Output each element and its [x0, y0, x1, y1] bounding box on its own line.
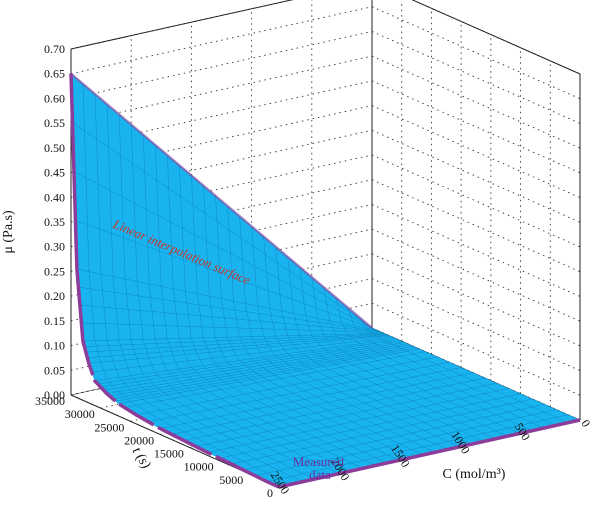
- surface-mesh-line: [243, 404, 545, 471]
- measured-data-label: Measured data: [293, 454, 348, 482]
- t-tick-label: 0: [267, 486, 273, 500]
- t-tick-label: 30000: [65, 407, 95, 421]
- side-wall-gridline: [371, 80, 581, 174]
- side-wall-gridline: [371, 154, 581, 248]
- z-tick-label: 0.50: [44, 141, 65, 155]
- surface-mesh-line: [255, 409, 557, 477]
- side-wall-gridline: [371, 31, 581, 124]
- z-tick-label: 0.30: [44, 240, 65, 254]
- measured-data-curve-c2500: [69, 73, 280, 489]
- measured-data-layer: [69, 72, 581, 489]
- surface-mesh-line: [160, 367, 462, 429]
- surface-mesh-line: [97, 339, 399, 385]
- back-wall-gridline: [70, 105, 373, 174]
- back-wall-gridline: [70, 6, 373, 75]
- side-wall-gridline: [371, 204, 581, 297]
- t-tick-label: 35000: [35, 394, 65, 408]
- side-wall-gridline: [371, 129, 581, 223]
- surface-mesh-line: [94, 338, 396, 382]
- z-tick-label: 0.20: [44, 289, 65, 303]
- z-tick-label: 0.65: [44, 67, 65, 81]
- back-wall-gridline: [70, 154, 373, 223]
- z-tick-label: 0.70: [44, 42, 65, 56]
- t-axis-title: t (s): [129, 445, 154, 472]
- surface-mesh-line: [106, 343, 408, 394]
- surface-mesh-line: [85, 334, 387, 353]
- z-tick-label: 0.35: [44, 215, 65, 229]
- t-tick-label: 20000: [124, 433, 154, 447]
- surface-mesh-line: [171, 372, 474, 435]
- surface-mesh-line: [87, 335, 389, 358]
- surface-mesh-line: [207, 388, 509, 453]
- surface-mesh-line: [76, 268, 378, 331]
- surface-mesh-line: [75, 220, 377, 331]
- surface-mesh-line: [118, 348, 420, 404]
- z-tick-label: 0.05: [44, 363, 65, 377]
- surface-mesh-line: [267, 414, 569, 482]
- box-edge: [70, 0, 294, 50]
- side-wall-gridline: [371, 6, 581, 100]
- tick-layer: 0.00 0.05 0.10 0.15 0.20 0.25 0.30 0.35 0.40 0.45…: [35, 42, 593, 500]
- surface-mesh-line: [84, 333, 386, 347]
- c-axis-title: C (mol/m³): [443, 467, 506, 482]
- surface-mesh-line: [219, 393, 521, 459]
- surface-mesh-line: [82, 333, 384, 342]
- surface-mesh-line: [91, 336, 393, 373]
- side-wall-gridline: [371, 179, 581, 273]
- surface-mesh-line: [136, 356, 438, 416]
- measured-data-curve-t35000: [70, 72, 373, 329]
- surface-mesh-line: [148, 361, 450, 422]
- side-wall-gridline: [371, 228, 581, 322]
- surface-mesh-line: [115, 347, 417, 402]
- back-wall-gridline: [70, 129, 373, 198]
- surface-mesh-line: [103, 342, 405, 391]
- z-tick-label: 0.60: [44, 91, 65, 105]
- surface-mesh-line: [79, 304, 381, 333]
- surface-mesh-line: [231, 398, 533, 465]
- t-tick-label: 15000: [154, 447, 184, 461]
- surface-mesh-line: [109, 344, 411, 397]
- surface-mesh-line: [183, 377, 485, 441]
- z-tick-label: 0.55: [44, 116, 65, 130]
- back-wall-gridline: [70, 80, 373, 149]
- c-tick-label: 0: [578, 417, 593, 430]
- side-wall-gridline: [371, 55, 581, 149]
- t-tick-label: 10000: [184, 460, 214, 474]
- z-axis-title: μ (Pa.s): [1, 210, 16, 254]
- z-tick-label: 0.10: [44, 339, 65, 353]
- z-tick-label: 0.45: [44, 166, 65, 180]
- side-wall-gridline: [371, 253, 581, 347]
- z-tick-label: 0.25: [44, 264, 65, 278]
- t-tick-label: 5000: [219, 473, 243, 487]
- z-tick-label: 0.15: [44, 314, 65, 328]
- back-wall-gridline: [70, 0, 294, 50]
- z-tick-label: 0.40: [44, 190, 65, 204]
- surface-mesh-line: [100, 340, 402, 388]
- back-wall-gridline: [70, 30, 373, 99]
- measured-data-curve-t0: [278, 418, 581, 489]
- side-wall-gridline: [411, 0, 581, 75]
- surface-mesh-line: [88, 335, 390, 364]
- surface-mesh-line: [124, 351, 426, 408]
- surface-mesh-line: [78, 286, 380, 332]
- surface-mesh-line: [112, 346, 414, 399]
- surface-mesh-line: [81, 322, 383, 333]
- surface-layer: [70, 73, 581, 488]
- back-wall-gridline: [70, 55, 373, 124]
- surface-mesh-line: [73, 171, 376, 330]
- box-edge: [411, 0, 581, 75]
- surface-mesh-line: [195, 382, 497, 447]
- z-tick-label: 0.00: [44, 388, 65, 402]
- surface-mesh-line: [72, 122, 374, 329]
- side-wall-gridline: [371, 105, 581, 198]
- interpolation-surface: [71, 73, 580, 487]
- t-tick-label: 25000: [94, 420, 124, 434]
